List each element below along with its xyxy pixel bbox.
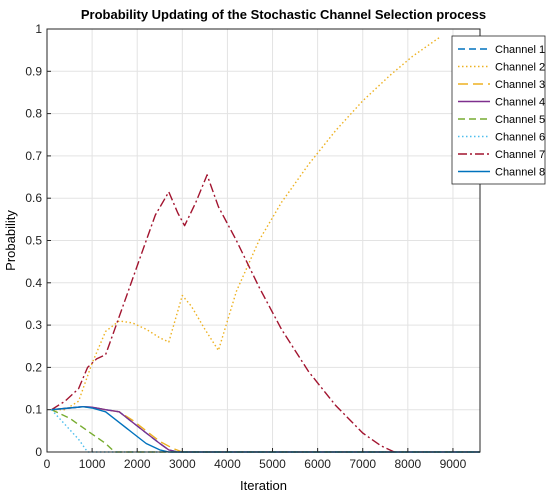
legend-label: Channel 3	[495, 79, 545, 91]
legend-label: Channel 4	[495, 97, 545, 109]
series-line-channel-8	[51, 406, 480, 453]
legend-label: Channel 7	[495, 149, 545, 161]
axis-ticks: 0 1000 2000 3000 4000 5000 6000 7000 8000 9000 0 0.…	[25, 22, 466, 471]
y-tick-label: 0.5	[25, 234, 42, 248]
x-tick-label: 5000	[259, 457, 286, 471]
y-tick-label: 0.8	[25, 107, 42, 121]
legend: Channel 1 Channel 2 Channel 3 Channel 4 Chan…	[451, 35, 546, 185]
x-tick-label: 2000	[124, 457, 151, 471]
series-line-channel-5	[51, 409, 480, 453]
grid	[46, 28, 480, 453]
x-tick-label: 6000	[304, 457, 331, 471]
y-tick-label: 0.4	[25, 276, 42, 290]
y-tick-label: 0.3	[25, 318, 42, 332]
y-tick-label: 1	[35, 22, 42, 36]
y-tick-label: 0.2	[25, 360, 42, 374]
y-tick-label: 0.7	[25, 149, 42, 163]
series-lines	[50, 36, 480, 453]
y-tick-label: 0.9	[25, 64, 42, 78]
series-line-channel-3	[51, 406, 480, 453]
series-line-channel-2	[51, 36, 440, 411]
legend-box	[451, 35, 546, 185]
y-tick-label: 0.6	[25, 191, 42, 205]
x-tick-label: 4000	[214, 457, 241, 471]
x-tick-label: 7000	[349, 457, 376, 471]
chart-title: Probability Updating of the Stochastic C…	[81, 7, 486, 22]
series-line-channel-7	[51, 174, 395, 453]
legend-label: Channel 8	[495, 167, 545, 179]
legend-label: Channel 1	[495, 44, 545, 56]
legend-label: Channel 6	[495, 132, 545, 144]
x-tick-label: 8000	[394, 457, 421, 471]
x-axis-label: Iteration	[240, 478, 287, 493]
x-tick-label: 0	[44, 457, 51, 471]
x-tick-label: 1000	[79, 457, 106, 471]
legend-label: Channel 5	[495, 114, 545, 126]
series-line-channel-6	[50, 409, 480, 453]
x-tick-label: 9000	[440, 457, 467, 471]
y-axis-label: Probability	[3, 210, 18, 271]
y-tick-label: 0	[35, 445, 42, 459]
legend-label: Channel 2	[495, 62, 545, 74]
y-tick-label: 0.1	[25, 403, 42, 417]
x-tick-label: 3000	[169, 457, 196, 471]
series-line-channel-4	[51, 406, 480, 453]
series-line-channel-1	[51, 406, 480, 453]
